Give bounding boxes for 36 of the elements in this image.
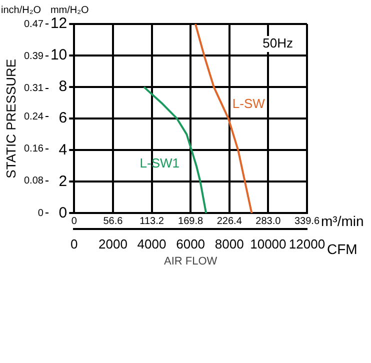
x2-tick-label: 226.4 <box>216 216 242 227</box>
x2-tick-label: 113.2 <box>140 216 164 227</box>
x-axis-title: AIR FLOW <box>164 255 218 268</box>
y2-tick-label: 6 <box>58 110 68 127</box>
y-tick-label: 0.24 <box>24 111 44 122</box>
y-tick-label: 0.47 <box>24 18 44 30</box>
y2-tick-label: 10 <box>50 46 68 64</box>
x-tick-label: 12000 <box>288 236 326 252</box>
x-tick-label: 4000 <box>137 236 166 252</box>
y-axis-title: STATIC PRESSURE <box>4 58 19 178</box>
y2-tick-label: 2 <box>58 172 68 190</box>
y2-tick-label: 12 <box>50 15 68 32</box>
x-tick-label: 10000 <box>250 236 286 252</box>
x2-axis-title: m³/min <box>321 213 364 230</box>
y2-tick-label: 8 <box>58 78 68 96</box>
x2-tick-label: 283.0 <box>256 216 282 227</box>
series-label: L-SW <box>232 96 266 112</box>
y-tick-label: 0.39 <box>24 50 44 62</box>
x2-tick-label: 0 <box>71 216 78 227</box>
x-tick-label: 2000 <box>98 236 128 252</box>
annotation: 50Hz <box>262 36 293 51</box>
y-tick-label: 0.31 <box>24 83 44 94</box>
text: CFM <box>327 240 358 257</box>
x2-tick-label: 169.8 <box>178 216 204 227</box>
x-tick-label: 0 <box>70 236 78 252</box>
y-tick-label: 0.16 <box>24 144 44 155</box>
y2-tick-label: 4 <box>58 141 68 158</box>
y-tick-label: 0.08 <box>24 176 44 187</box>
y2-tick-label: 0 <box>58 204 68 222</box>
y-tick-label: 0 <box>38 208 44 219</box>
x2-tick-label: 339.6 <box>294 216 320 227</box>
x-tick-label: 8000 <box>214 236 244 252</box>
x-tick-label: 6000 <box>176 236 206 252</box>
y2-axis-title: mm/H₂O <box>50 4 90 16</box>
text: inch/H₂O <box>1 4 42 16</box>
x2-tick-label: 56.6 <box>103 216 124 227</box>
